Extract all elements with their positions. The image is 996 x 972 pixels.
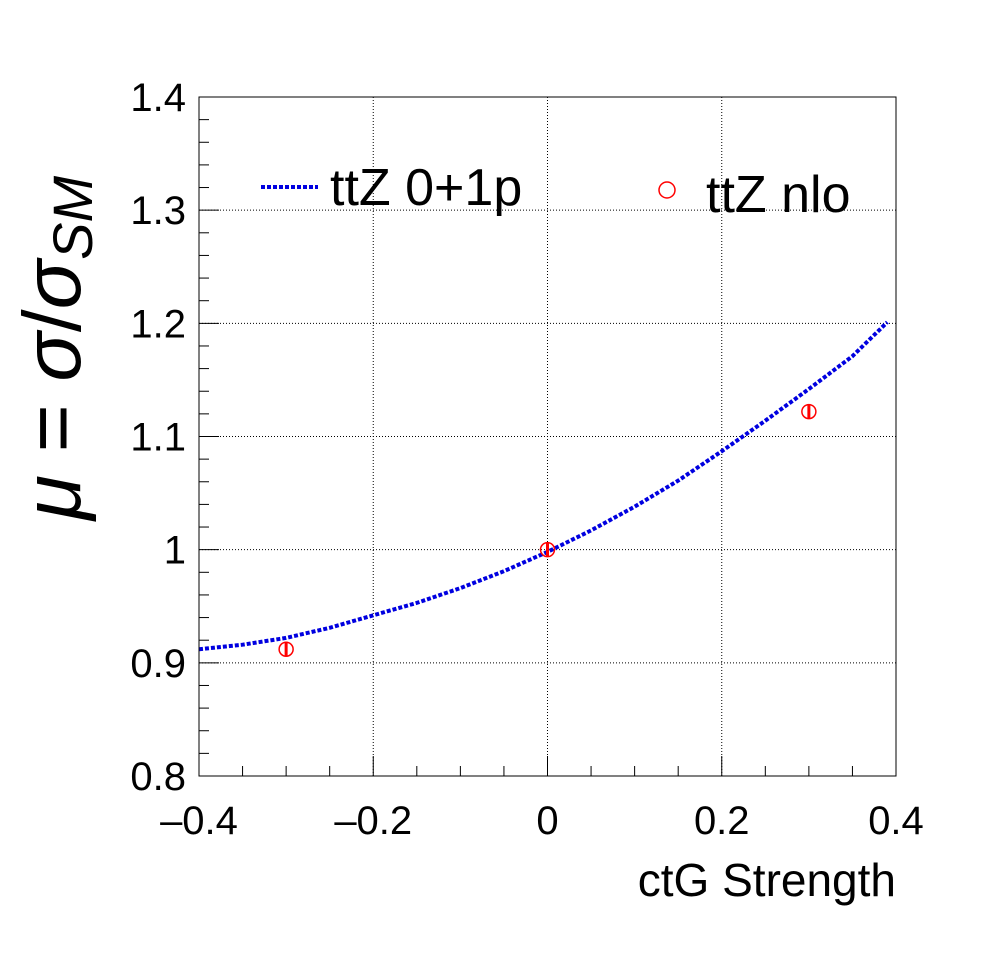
y-label-equals: = xyxy=(7,382,98,475)
y-tick-label: 1.1 xyxy=(130,416,186,460)
x-tick-label: 0 xyxy=(536,799,558,843)
legend-label-ttz-0p1p: ttZ 0+1p xyxy=(330,159,522,217)
x-tick-label: 0.4 xyxy=(868,799,924,843)
y-label-sigma: σ xyxy=(7,329,98,382)
y-label-sigma-sm: σ xyxy=(7,256,98,309)
ttz-nlo-point xyxy=(801,403,817,420)
y-tick-label: 1.4 xyxy=(130,76,186,120)
series-layer xyxy=(198,320,889,658)
y-axis-label: μ = σ/σSM xyxy=(7,176,104,522)
x-tick-label: –0.4 xyxy=(160,799,238,843)
y-label-subscript: SM xyxy=(41,176,104,260)
x-tick-label: 0.2 xyxy=(694,799,750,843)
y-label-mu: μ xyxy=(7,475,98,522)
y-tick-label: 1.3 xyxy=(130,189,186,233)
ttz-nlo-point xyxy=(539,541,556,558)
y-tick-label: 1 xyxy=(164,529,186,573)
legend-swatch-ttz-nlo xyxy=(658,181,676,199)
y-tick-label: 1.2 xyxy=(130,302,186,346)
legend-label-ttz-nlo: ttZ nlo xyxy=(706,166,851,224)
axes: –0.4 –0.2 0 0.2 0.4 0.8 0.9 1 1.1 1.2 1.3 1.4 xyxy=(130,76,923,843)
y-tick-label: 0.8 xyxy=(130,755,186,799)
x-tick-label: –0.2 xyxy=(334,799,412,843)
y-tick-label: 0.9 xyxy=(130,642,186,686)
legend: ttZ 0+1p ttZ nlo xyxy=(261,159,851,224)
x-axis-label: ctG Strength xyxy=(638,854,896,906)
y-label-slash: / xyxy=(7,309,98,332)
ttz-nlo-point xyxy=(278,641,294,658)
